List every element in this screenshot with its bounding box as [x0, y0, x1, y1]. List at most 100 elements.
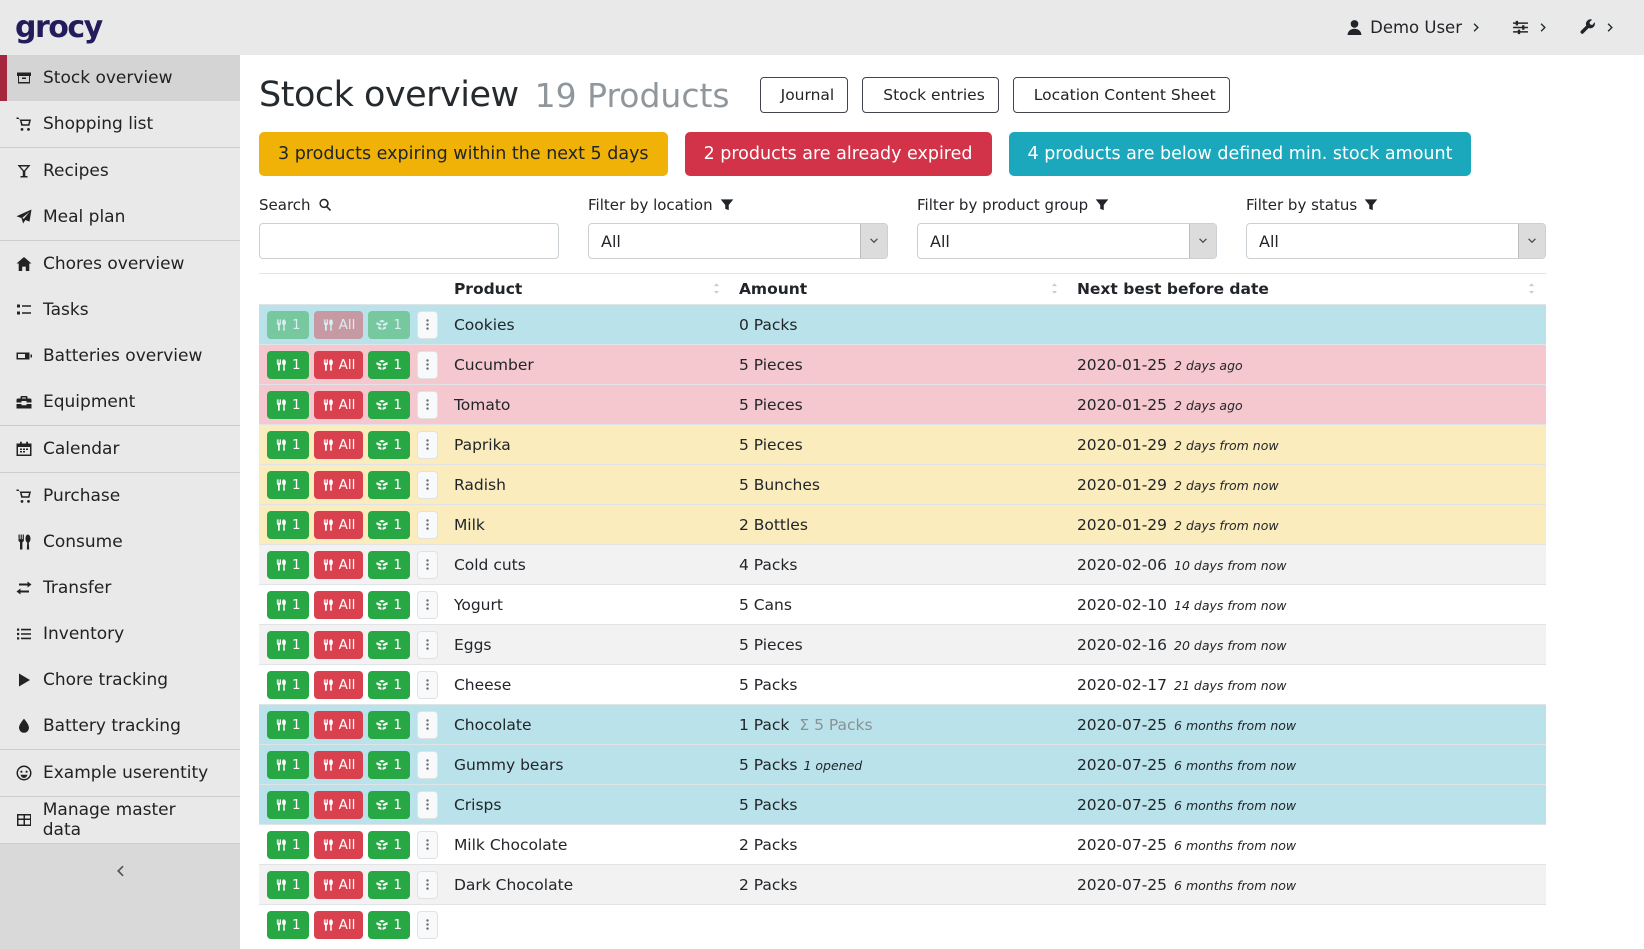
sidebar-item-chores-overview[interactable]: Chores overview — [0, 241, 240, 287]
user-menu[interactable]: Demo User — [1346, 18, 1482, 37]
status-banner[interactable]: 3 products expiring within the next 5 da… — [259, 132, 668, 176]
sidebar-item-meal-plan[interactable]: Meal plan — [0, 194, 240, 240]
consume-one-button[interactable]: 1 — [267, 671, 309, 699]
consume-all-button[interactable]: All — [314, 831, 364, 859]
open-one-button[interactable]: 1 — [368, 911, 410, 939]
consume-one-button[interactable]: 1 — [267, 791, 309, 819]
open-one-button[interactable]: 1 — [368, 551, 410, 579]
open-one-button[interactable]: 1 — [368, 511, 410, 539]
sort-icon[interactable] — [1525, 282, 1538, 295]
consume-all-button[interactable]: All — [314, 791, 364, 819]
header-button-journal[interactable]: Journal — [760, 77, 849, 113]
row-menu-button[interactable] — [417, 711, 438, 739]
row-menu-button[interactable] — [417, 351, 438, 379]
header-button-location-content-sheet[interactable]: Location Content Sheet — [1013, 77, 1230, 113]
consume-one-button[interactable]: 1 — [267, 431, 309, 459]
open-one-button[interactable]: 1 — [368, 391, 410, 419]
sidebar-item-calendar[interactable]: Calendar — [0, 426, 240, 472]
open-one-button[interactable]: 1 — [368, 711, 410, 739]
sidebar-item-manage-master-data[interactable]: Manage master data — [0, 797, 240, 843]
consume-one-button[interactable]: 1 — [267, 551, 309, 579]
date-column-header[interactable]: Next best before date — [1069, 274, 1546, 305]
sidebar-item-tasks[interactable]: Tasks — [0, 287, 240, 333]
consume-all-button[interactable]: All — [314, 471, 364, 499]
open-one-button[interactable]: 1 — [368, 311, 410, 339]
row-menu-button[interactable] — [417, 511, 438, 539]
status-banner[interactable]: 2 products are already expired — [685, 132, 992, 176]
row-menu-button[interactable] — [417, 671, 438, 699]
consume-one-button[interactable]: 1 — [267, 631, 309, 659]
settings-menu[interactable] — [1512, 19, 1549, 36]
sidebar-item-shopping-list[interactable]: Shopping list — [0, 101, 240, 147]
row-menu-button[interactable] — [417, 751, 438, 779]
open-one-button[interactable]: 1 — [368, 831, 410, 859]
sidebar-item-battery-tracking[interactable]: Battery tracking — [0, 703, 240, 749]
consume-one-button[interactable]: 1 — [267, 871, 309, 899]
location-filter-select[interactable]: All — [588, 223, 888, 259]
sidebar-collapse-button[interactable] — [0, 844, 240, 949]
consume-one-button[interactable]: 1 — [267, 351, 309, 379]
consume-all-button[interactable]: All — [314, 391, 364, 419]
consume-all-button[interactable]: All — [314, 871, 364, 899]
consume-all-button[interactable]: All — [314, 671, 364, 699]
sort-icon[interactable] — [710, 282, 723, 295]
sidebar-item-chore-tracking[interactable]: Chore tracking — [0, 657, 240, 703]
sidebar-item-equipment[interactable]: Equipment — [0, 379, 240, 425]
open-one-button[interactable]: 1 — [368, 791, 410, 819]
consume-one-button[interactable]: 1 — [267, 711, 309, 739]
open-one-button[interactable]: 1 — [368, 471, 410, 499]
consume-all-button[interactable]: All — [314, 751, 364, 779]
sidebar-item-recipes[interactable]: Recipes — [0, 148, 240, 194]
row-menu-button[interactable] — [417, 391, 438, 419]
search-input[interactable] — [259, 223, 559, 259]
row-menu-button[interactable] — [417, 911, 438, 939]
consume-one-button[interactable]: 1 — [267, 751, 309, 779]
consume-all-button[interactable]: All — [314, 591, 364, 619]
consume-all-button[interactable]: All — [314, 431, 364, 459]
row-menu-button[interactable] — [417, 551, 438, 579]
consume-all-button[interactable]: All — [314, 551, 364, 579]
row-menu-button[interactable] — [417, 871, 438, 899]
open-one-button[interactable]: 1 — [368, 431, 410, 459]
consume-all-button[interactable]: All — [314, 511, 364, 539]
sidebar-item-example-userentity[interactable]: Example userentity — [0, 750, 240, 796]
status-filter-select[interactable]: All — [1246, 223, 1546, 259]
row-menu-button[interactable] — [417, 791, 438, 819]
consume-all-button[interactable]: All — [314, 631, 364, 659]
sort-icon[interactable] — [1048, 282, 1061, 295]
open-one-button[interactable]: 1 — [368, 671, 410, 699]
consume-one-button[interactable]: 1 — [267, 391, 309, 419]
consume-one-button[interactable]: 1 — [267, 311, 309, 339]
consume-one-button[interactable]: 1 — [267, 911, 309, 939]
sidebar-item-consume[interactable]: Consume — [0, 519, 240, 565]
consume-all-button[interactable]: All — [314, 311, 364, 339]
sidebar-item-batteries-overview[interactable]: Batteries overview — [0, 333, 240, 379]
consume-all-button[interactable]: All — [314, 351, 364, 379]
sidebar-item-stock-overview[interactable]: Stock overview — [0, 55, 240, 101]
open-one-button[interactable]: 1 — [368, 351, 410, 379]
row-menu-button[interactable] — [417, 431, 438, 459]
product-column-header[interactable]: Product — [446, 274, 731, 305]
consume-all-button[interactable]: All — [314, 711, 364, 739]
row-menu-button[interactable] — [417, 311, 438, 339]
row-menu-button[interactable] — [417, 471, 438, 499]
amount-column-header[interactable]: Amount — [731, 274, 1069, 305]
open-one-button[interactable]: 1 — [368, 751, 410, 779]
header-button-stock-entries[interactable]: Stock entries — [862, 77, 999, 113]
admin-menu[interactable] — [1579, 19, 1616, 36]
consume-one-button[interactable]: 1 — [267, 831, 309, 859]
app-logo[interactable]: grocy — [15, 10, 102, 45]
product-group-filter-select[interactable]: All — [917, 223, 1217, 259]
consume-all-button[interactable]: All — [314, 911, 364, 939]
status-banner[interactable]: 4 products are below defined min. stock … — [1009, 132, 1472, 176]
sidebar-item-transfer[interactable]: Transfer — [0, 565, 240, 611]
sidebar-item-inventory[interactable]: Inventory — [0, 611, 240, 657]
open-one-button[interactable]: 1 — [368, 871, 410, 899]
open-one-button[interactable]: 1 — [368, 631, 410, 659]
row-menu-button[interactable] — [417, 591, 438, 619]
sidebar-item-purchase[interactable]: Purchase — [0, 473, 240, 519]
row-menu-button[interactable] — [417, 631, 438, 659]
consume-one-button[interactable]: 1 — [267, 471, 309, 499]
consume-one-button[interactable]: 1 — [267, 511, 309, 539]
consume-one-button[interactable]: 1 — [267, 591, 309, 619]
